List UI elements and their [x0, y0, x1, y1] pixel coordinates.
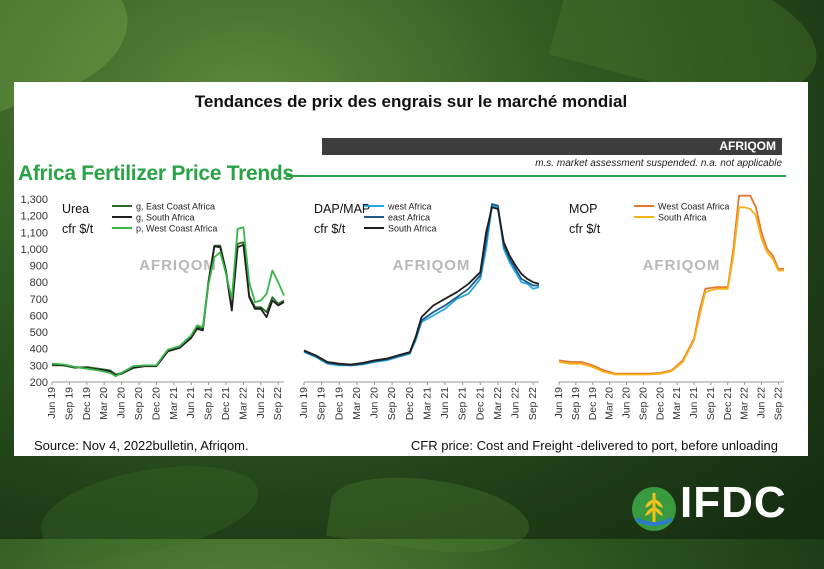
x-tick-label: Mar 21 — [168, 387, 180, 420]
series-line — [51, 243, 285, 377]
x-tick-label: Mar 22 — [739, 387, 751, 420]
x-tick-label: Sep 22 — [772, 387, 784, 420]
x-tick-label: Sep 19 — [570, 387, 582, 420]
y-tick-label: 300 — [30, 360, 48, 372]
legend-label: South Africa — [388, 224, 437, 234]
series-line — [558, 194, 784, 375]
x-tick-label: Dec 21 — [220, 387, 232, 420]
x-tick-label: Sep 21 — [203, 387, 215, 420]
x-tick-label: Sep 19 — [316, 387, 328, 420]
x-tick-label: Mar 21 — [671, 387, 683, 420]
panel-title: DAP/MAP — [314, 202, 370, 216]
y-tick-label: 200 — [30, 377, 48, 389]
brand-note: m.s. market assessment suspended. n.a. n… — [535, 158, 782, 169]
background-leaf — [326, 466, 534, 564]
x-tick-label: Jun 19 — [298, 387, 310, 419]
background-leaf — [34, 451, 266, 569]
x-tick-label: Sep 22 — [527, 387, 539, 420]
x-tick-label: Sep 21 — [705, 387, 717, 420]
y-tick-label: 500 — [30, 327, 48, 339]
cfr-note: CFR price: Cost and Freight -delivered t… — [410, 438, 778, 453]
legend-label: west Africa — [387, 202, 432, 212]
x-tick-label: Sep 19 — [63, 387, 75, 420]
x-tick-label: Jun 21 — [688, 387, 700, 419]
section-title: Africa Fertilizer Price Trends — [18, 162, 294, 185]
legend-label: p, West Coast Africa — [136, 224, 217, 234]
x-tick-label: Dec 21 — [722, 387, 734, 420]
x-tick-label: Dec 19 — [333, 387, 345, 420]
chart-card: Tendances de prix des engrais sur le mar… — [14, 82, 808, 456]
y-tick-label: 800 — [30, 277, 48, 289]
ifdc-logo — [632, 487, 676, 531]
x-tick-label: Mar 22 — [237, 387, 249, 420]
y-tick-label: 1,300 — [20, 194, 48, 206]
section-divider — [286, 175, 786, 177]
panel-ylabel: cfr $/t — [569, 222, 601, 236]
y-tick-label: 1,000 — [20, 244, 48, 256]
x-tick-label: Jun 22 — [756, 387, 768, 419]
ifdc-logo-text: IFDC — [680, 478, 787, 527]
panel-ylabel: cfr $/t — [314, 222, 346, 236]
legend-label: South Africa — [658, 213, 707, 223]
x-tick-label: Jun 22 — [510, 387, 522, 419]
x-tick-label: Jun 19 — [553, 387, 565, 419]
x-tick-label: Mar 20 — [604, 387, 616, 420]
y-tick-label: 400 — [30, 344, 48, 356]
legend-label: g, South Africa — [136, 213, 195, 223]
y-tick-label: 900 — [30, 261, 48, 273]
x-tick-label: Dec 19 — [587, 387, 599, 420]
x-tick-label: Jun 19 — [46, 387, 58, 419]
legend-label: West Coast Africa — [658, 202, 729, 212]
x-tick-label: Mar 22 — [492, 387, 504, 420]
legend-label: g, East Coast Africa — [136, 202, 215, 212]
watermark: AFRIQOM — [643, 257, 721, 274]
y-tick-label: 700 — [30, 294, 48, 306]
x-tick-label: Jun 20 — [116, 387, 128, 419]
x-tick-label: Dec 20 — [404, 387, 416, 420]
x-tick-label: Jun 20 — [369, 387, 381, 419]
x-tick-label: Sep 20 — [637, 387, 649, 420]
x-tick-label: Sep 22 — [272, 387, 284, 420]
series-line — [51, 226, 285, 378]
price-charts: 200 300 400 500 600 700 800 900 1,000 1,100 1,200 1… — [20, 194, 784, 420]
x-tick-label: Mar 20 — [351, 387, 363, 420]
x-tick-label: Sep 20 — [386, 387, 398, 420]
y-tick-label: 600 — [30, 310, 48, 322]
source-note: Source: Nov 4, 2022bulletin, Afriqom. — [34, 438, 249, 453]
page-title: Tendances de prix des engrais sur le mar… — [194, 92, 628, 111]
x-tick-label: Jun 21 — [185, 387, 197, 419]
y-tick-label: 1,200 — [20, 211, 48, 223]
x-tick-label: Jun 21 — [439, 387, 451, 419]
x-tick-label: Dec 20 — [654, 387, 666, 420]
watermark: AFRIQOM — [393, 257, 471, 274]
x-tick-label: Dec 19 — [81, 387, 93, 420]
series-line — [558, 206, 784, 376]
x-tick-label: Mar 20 — [98, 387, 110, 420]
x-tick-label: Sep 21 — [457, 387, 469, 420]
x-tick-label: Dec 21 — [474, 387, 486, 420]
x-tick-label: Dec 20 — [150, 387, 162, 420]
x-tick-label: Jun 20 — [621, 387, 633, 419]
panel-ylabel: cfr $/t — [62, 222, 94, 236]
legend-label: east Africa — [388, 213, 430, 223]
wheat-icon — [632, 487, 676, 531]
panel-title: Urea — [62, 202, 89, 216]
x-tick-label: Sep 20 — [133, 387, 145, 420]
x-tick-label: Jun 22 — [255, 387, 267, 419]
x-tick-label: Mar 21 — [421, 387, 433, 420]
series-line — [303, 206, 540, 366]
brand-bar: AFRIQOM — [322, 138, 782, 155]
y-tick-label: 1,100 — [20, 227, 48, 239]
panel-title: MOP — [569, 202, 597, 216]
watermark: AFRIQOM — [139, 257, 217, 274]
